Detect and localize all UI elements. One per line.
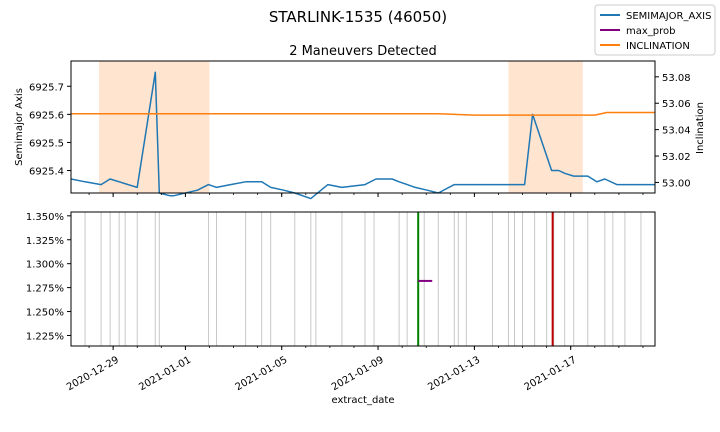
y-tick-label-left: 6925.5 [29, 138, 64, 149]
x-tick-label-group: 2021-01-13 [426, 355, 482, 394]
x-tick-label-group: 2020-12-29 [65, 355, 121, 394]
x-tick-label: 2021-01-17 [523, 355, 579, 394]
bottom-panel-events [85, 212, 641, 346]
x-axis-ticks: 2020-12-29 2021-01-01 2021-01-05 2021-01-09… [65, 193, 643, 393]
legend-label: SEMIMAJOR_AXIS [626, 11, 711, 22]
bottom-panel-ticks: 1.225% 1.250% 1.275% 1.300% 1.325% 1.350% [26, 212, 71, 343]
legend: SEMIMAJOR_AXIS max_prob INCLINATION [595, 5, 715, 55]
maneuver-window [508, 61, 582, 193]
y-axis-label-right: Inclination [695, 102, 706, 154]
y-tick-label-right: 53.02 [662, 152, 691, 163]
x-tick-label-group: 2021-01-09 [330, 355, 386, 394]
chart-suptitle: STARLINK-1535 (46050) [269, 8, 447, 26]
bottom-panel-frame [71, 212, 655, 346]
y-tick-label-left: 6925.4 [29, 167, 64, 178]
legend-label: INCLINATION [626, 41, 690, 52]
x-tick-label-group: 2021-01-05 [234, 355, 290, 394]
y-tick-label-right: 53.04 [662, 126, 691, 137]
y-tick-label-bottom: 1.350% [26, 212, 64, 223]
x-tick-label: 2021-01-01 [137, 355, 193, 394]
x-tick-label: 2021-01-09 [330, 355, 386, 394]
maneuver-window-group [99, 61, 583, 193]
x-axis-label: extract_date [331, 395, 394, 406]
x-tick-label: 2021-01-13 [426, 355, 482, 394]
y-tick-label-bottom: 1.300% [26, 260, 64, 271]
x-tick-label-group: 2021-01-01 [137, 355, 193, 394]
y-tick-label-bottom: 1.250% [26, 308, 64, 319]
y-tick-label-right: 53.06 [662, 99, 691, 110]
legend-label: max_prob [626, 26, 676, 37]
y-tick-label-bottom: 1.225% [26, 331, 64, 342]
y-tick-label-bottom: 1.325% [26, 236, 64, 247]
chart-title: 2 Maneuvers Detected [289, 44, 437, 59]
x-tick-label: 2020-12-29 [65, 355, 121, 394]
x-tick-label: 2021-01-05 [234, 355, 290, 394]
y-tick-label-left: 6925.6 [29, 110, 64, 121]
y-axis-label-left: Semimajor Axis [14, 88, 25, 166]
y-tick-label-left: 6925.7 [29, 82, 64, 93]
y-tick-label-bottom: 1.275% [26, 284, 64, 295]
y-tick-label-right: 53.00 [662, 178, 691, 189]
y-tick-label-right: 53.08 [662, 73, 691, 84]
x-tick-label-group: 2021-01-17 [523, 355, 579, 394]
